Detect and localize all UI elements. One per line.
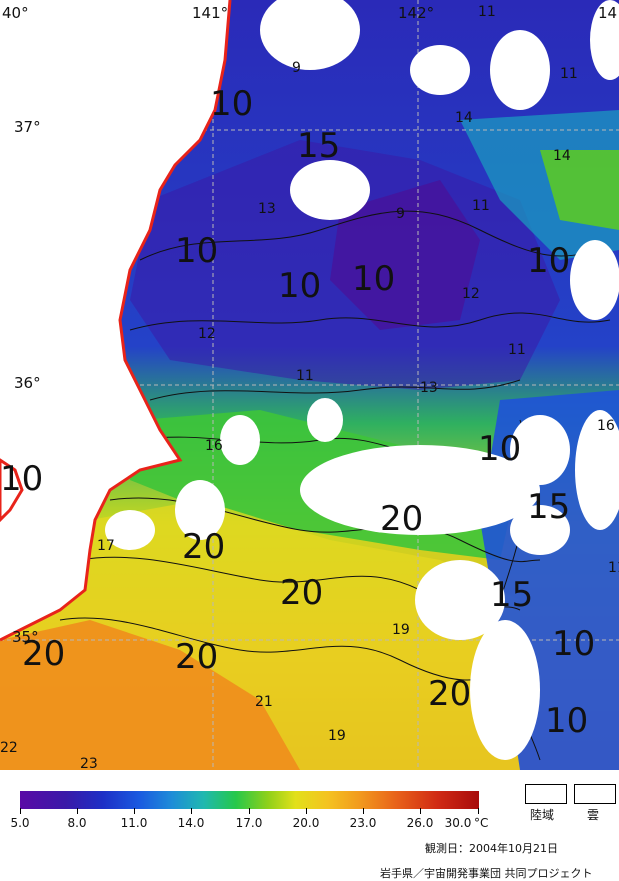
major-isotherm-labels: 10 15 10 10 10 10 10 15 20 20 20 15 20 2…: [0, 84, 595, 741]
colorbar-tick-label: 30.0: [444, 816, 472, 830]
isotherm-label: 12: [462, 286, 480, 302]
lat-label: 35°: [12, 628, 39, 646]
ne-green: [540, 150, 619, 230]
observation-date: 観測日：2004年10月21日: [425, 842, 558, 855]
isotherm-label: 10: [352, 259, 395, 299]
land-key-swatch: [525, 784, 567, 804]
isotherm-label: 12: [198, 326, 216, 342]
isotherm-label: 10: [527, 241, 570, 281]
isotherm-label: 14: [455, 110, 473, 126]
isotherm-label: 19: [328, 728, 346, 744]
isotherm-label: 10: [0, 459, 43, 499]
colorbar-tick-label: 26.0: [406, 816, 434, 830]
land-key-label: 陸域: [530, 808, 555, 822]
isotherm-label: 10: [545, 701, 588, 741]
sst-map: 40° 141° 142° 14 37° 36° 35° 10 15 10 10…: [0, 0, 619, 770]
isotherm-label: 20: [175, 637, 218, 677]
isotherm-label: 15: [490, 575, 533, 615]
colorbar-tick-label: 11.0: [120, 816, 148, 830]
colorbar-tick: [306, 808, 307, 814]
isotherm-label: 10: [210, 84, 253, 124]
isotherm-label: 20: [182, 527, 225, 567]
colorbar-tick-label: 17.0: [235, 816, 263, 830]
isotherm-label: 11: [472, 198, 490, 214]
isotherm-label: 20: [380, 499, 423, 539]
isotherm-label: 20: [280, 573, 323, 613]
colorbar-tick: [20, 808, 21, 814]
lon-label: 142°: [398, 4, 434, 22]
temperature-colorbar: [20, 791, 479, 809]
isotherm-label: 16: [205, 438, 223, 454]
isotherm-label: 17: [97, 538, 115, 554]
lat-lon-grid: [0, 0, 619, 770]
colorbar-tick: [77, 808, 78, 814]
temperature-unit: °C: [474, 816, 489, 830]
isotherm-label: 11: [478, 4, 496, 20]
minor-isotherm-labels: 9 14 11 11 13 9 14 11 12 12 11 11 13 16 …: [0, 4, 619, 770]
isotherm-label: 11: [296, 368, 314, 384]
colorbar-tick: [420, 808, 421, 814]
colorbar-tick-label: 14.0: [177, 816, 205, 830]
isotherm-label: 13: [258, 201, 276, 217]
colorbar-tick-label: 20.0: [292, 816, 320, 830]
isotherm-label: 11: [608, 560, 619, 576]
lat-label: 36°: [14, 374, 41, 392]
isotherm-label: 10: [552, 624, 595, 664]
isotherm-label: 21: [255, 694, 273, 710]
isotherm-label: 13: [420, 380, 438, 396]
colorbar-tick: [249, 808, 250, 814]
lat-label: 37°: [14, 118, 41, 136]
colorbar-tick-label: 23.0: [349, 816, 377, 830]
cloud-masks: [105, 0, 619, 760]
colorbar-tick: [134, 808, 135, 814]
isotherm-label: 9: [292, 60, 301, 76]
isotherm-label: 15: [297, 126, 340, 166]
isotherm-label: 10: [478, 429, 521, 469]
colorbar-tick: [191, 808, 192, 814]
isotherm-label: 10: [278, 266, 321, 306]
cloud-key-label: 雲: [587, 808, 600, 822]
isotherm-label: 11: [508, 342, 526, 358]
cloud-key-swatch: [574, 784, 616, 804]
orange-zone: [0, 620, 300, 770]
isotherm-label: 14: [553, 148, 571, 164]
isotherm-label: 9: [396, 206, 405, 222]
lon-label: 14: [598, 4, 617, 22]
purple-core: [330, 180, 480, 330]
isotherm-label: 22: [0, 740, 18, 756]
land-west-peninsula: [0, 458, 24, 523]
isotherm-label: 10: [175, 231, 218, 271]
isotherm-label: 19: [392, 622, 410, 638]
coastline: [0, 0, 232, 642]
isotherm-label: 15: [527, 487, 570, 527]
isotherm-label: 20: [428, 674, 471, 714]
lon-label: 40°: [2, 4, 29, 22]
colorbar-tick: [363, 808, 364, 814]
colorbar-tick-label: 8.0: [67, 816, 87, 830]
legend-panel: 5.0 8.0 11.0 14.0 17.0 20.0 23.0 26.0 30…: [0, 770, 619, 881]
lon-label: 141°: [192, 4, 228, 22]
credit-text: 岩手県／宇宙開発事業団 共同プロジェクト: [380, 867, 593, 880]
colorbar-tick-label: 5.0: [10, 816, 30, 830]
isotherm-label: 23: [80, 756, 98, 770]
colorbar-tick: [478, 808, 479, 814]
isotherm-label: 16: [597, 418, 615, 434]
isotherm-label: 20: [22, 634, 65, 674]
land-honshu: [0, 0, 230, 640]
isotherm-label: 11: [560, 66, 578, 82]
